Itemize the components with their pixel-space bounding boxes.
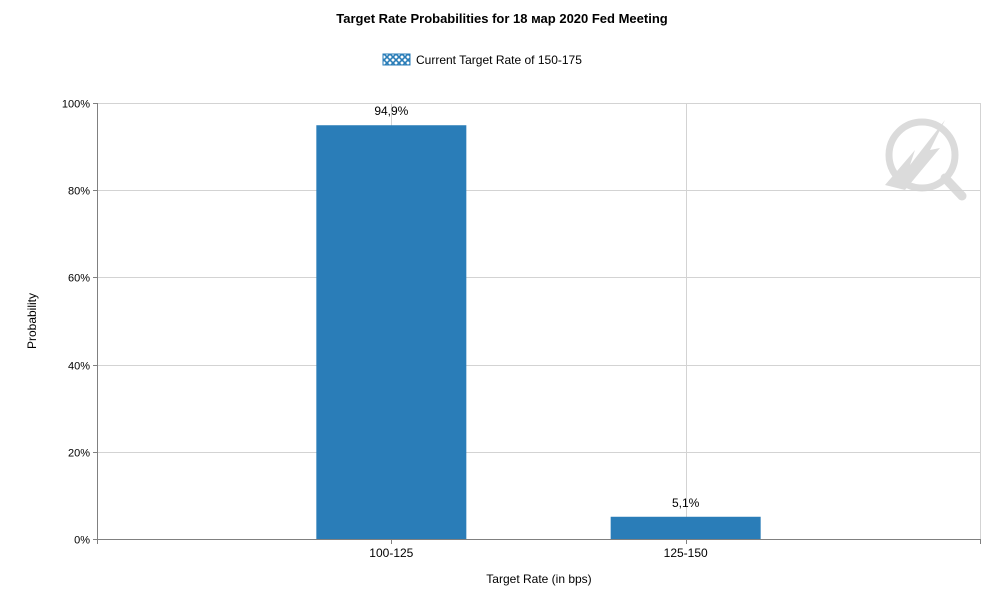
bar — [316, 125, 467, 540]
bars — [316, 125, 761, 540]
y-tick-label: 20% — [68, 448, 90, 460]
axes — [93, 103, 981, 544]
y-tick-label: 0% — [74, 535, 90, 547]
y-tick-label: 100% — [62, 99, 90, 111]
data-labels: 94,9% 5,1% — [374, 104, 699, 510]
y-tick-label: 80% — [68, 186, 90, 198]
x-axis-label: Target Rate (in bps) — [486, 572, 591, 586]
data-label: 5,1% — [672, 496, 700, 510]
y-axis-label: Probability — [25, 293, 39, 349]
chart-title: Target Rate Probabilities for 18 мар 202… — [336, 11, 667, 26]
cme-fedwatch-logo-icon — [885, 118, 967, 201]
y-tick-label: 40% — [68, 361, 90, 373]
data-label: 94,9% — [374, 104, 408, 118]
tick-labels: 0% 20% 40% 60% 80% 100% 100-125 125-150 — [62, 99, 708, 561]
x-tick-label: 100-125 — [369, 546, 413, 560]
legend-swatch — [382, 53, 411, 66]
bar — [610, 516, 761, 539]
y-tick-label: 60% — [68, 273, 90, 285]
gridlines — [97, 103, 981, 539]
x-tick-label: 125-150 — [664, 546, 708, 560]
legend-label: Current Target Rate of 150-175 — [416, 53, 582, 67]
legend: Current Target Rate of 150-175 — [382, 53, 582, 67]
